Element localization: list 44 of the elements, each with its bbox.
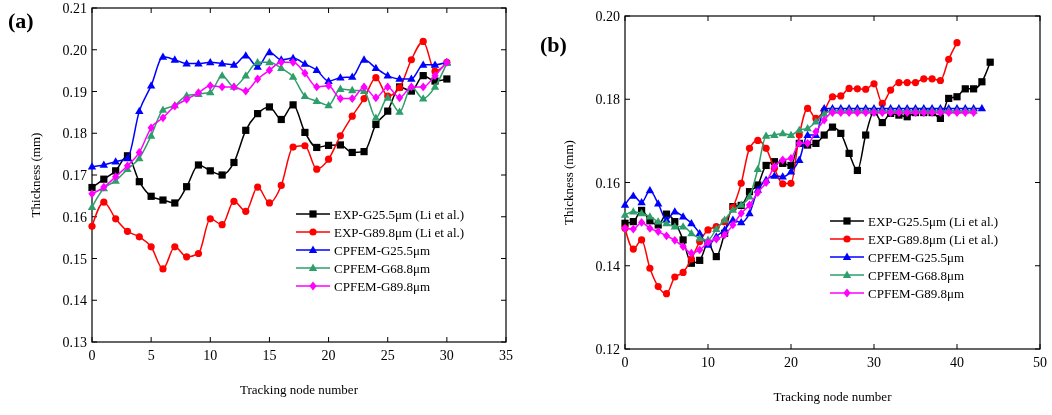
- chart-title: (a): [8, 8, 34, 33]
- x-tick-label: 25: [380, 348, 395, 363]
- legend-label: EXP-G25.5μm (Li et al.): [868, 214, 999, 229]
- x-axis-title: Tracking node number: [240, 382, 359, 397]
- x-tick-label: 35: [499, 348, 513, 363]
- y-tick-label: 0.12: [595, 342, 620, 357]
- text: (b): [540, 32, 567, 57]
- y-tick-label: 0.16: [62, 209, 87, 225]
- y-tick-label: 0.18: [62, 126, 87, 142]
- x-tick-label: 30: [439, 348, 454, 363]
- legend-label: CPFEM-G68.8μm: [868, 268, 965, 283]
- y-tick-label: 0.14: [595, 258, 620, 274]
- y-axis-title: Thickness (mm): [561, 140, 576, 225]
- y-tick-label: 0.21: [62, 1, 87, 16]
- y-tick-label: 0.16: [595, 175, 620, 191]
- x-tick-label: 15: [262, 348, 277, 363]
- x-tick-label: 0: [88, 348, 96, 363]
- x-tick-label: 40: [950, 355, 964, 370]
- y-tick-label: 0.20: [62, 42, 87, 58]
- y-tick-label: 0.19: [62, 84, 87, 100]
- y-tick-label: 0.18: [595, 92, 620, 108]
- x-tick-label: 20: [321, 348, 336, 363]
- legend-label: CPFEM-G68.8μm: [334, 261, 431, 276]
- x-tick-label: 10: [701, 355, 715, 370]
- y-tick-label: 0.15: [62, 251, 87, 267]
- x-tick-label: 20: [784, 355, 798, 370]
- legend-label: CPFEM-G89.8μm: [334, 279, 431, 294]
- x-tick-label: 10: [203, 348, 218, 363]
- legend-label: EXP-G89.8μm (Li et al.): [868, 232, 999, 247]
- y-tick-label: 0.14: [62, 293, 87, 309]
- legend-label: CPFEM-G25.5μm: [868, 250, 965, 265]
- legend-label: EXP-G25.5μm (Li et al.): [334, 207, 465, 222]
- legend-label: CPFEM-G89.8μm: [868, 286, 965, 301]
- x-tick-label: 50: [1033, 355, 1047, 370]
- y-tick-label: 0.13: [62, 335, 87, 350]
- legend-label: EXP-G89.8μm (Li et al.): [334, 225, 465, 240]
- x-axis-title: Tracking node number: [773, 389, 893, 404]
- x-tick-label: 30: [867, 355, 881, 370]
- legend-label: CPFEM-G25.5μm: [334, 243, 431, 258]
- x-tick-label: 0: [621, 355, 629, 370]
- y-tick-label: 0.17: [62, 168, 87, 183]
- x-tick-label: 5: [147, 348, 155, 363]
- y-tick-label: 0.20: [595, 9, 620, 24]
- y-axis-title: Thickness (mm): [28, 132, 43, 218]
